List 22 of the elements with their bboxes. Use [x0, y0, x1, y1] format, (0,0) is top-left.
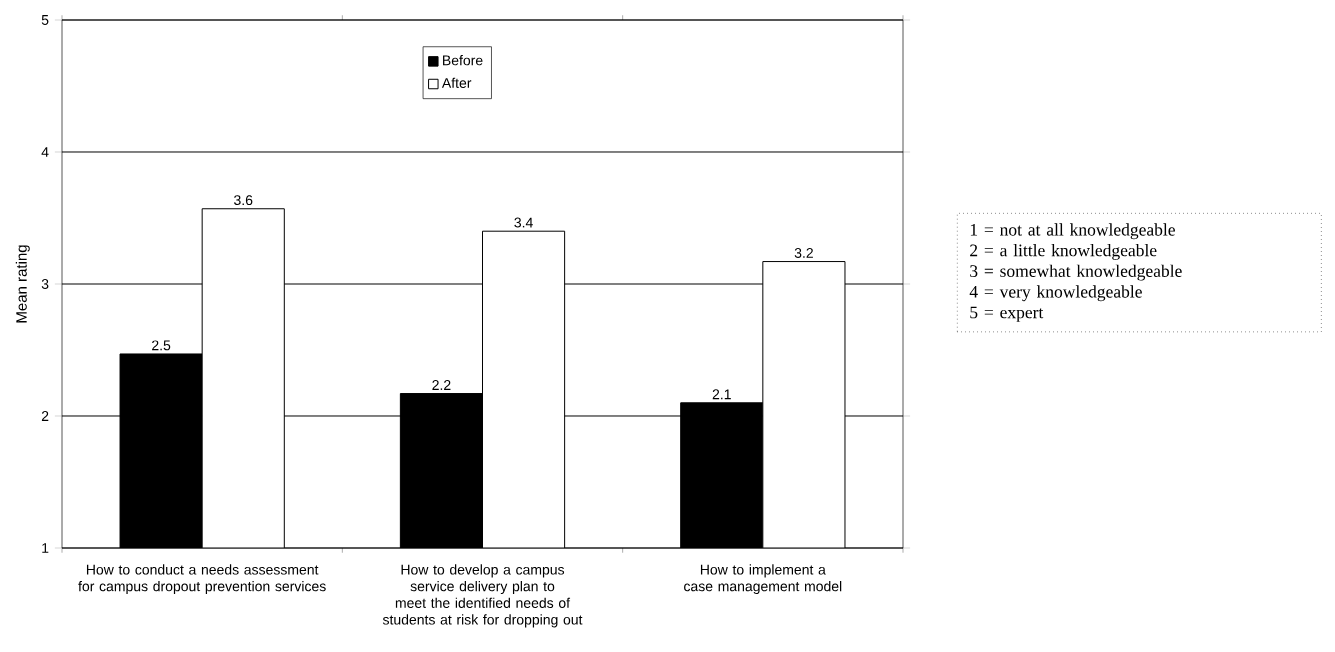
data-label: 2.5: [152, 340, 171, 351]
x-tick-label: How to develop a campus service delivery plan to meet the identified needs of students at risk for dropping out: [382, 564, 583, 628]
y-tick-label: 5: [41, 15, 49, 25]
text: 5 = expert: [970, 306, 1044, 322]
data-label: 2.2: [432, 380, 451, 390]
legend-label: Before: [443, 55, 483, 66]
text: 2 = a little knowledgeable: [970, 244, 1157, 260]
y-axis-title: Mean rating: [15, 245, 30, 323]
y-tick-label: 1: [42, 543, 49, 553]
x-tick-label: How to implement a case management model: [684, 564, 842, 595]
legend-label: After: [441, 77, 472, 88]
data-label: 3.6: [234, 195, 253, 206]
x-tick-label: How to conduct a needs assessment for campus dropout prevention services: [78, 564, 326, 595]
text: 4 = very knowledgeable: [969, 285, 1142, 302]
data-label: 3.2: [794, 247, 813, 258]
data-label: 3.4: [514, 217, 533, 228]
y-tick-label: 4: [41, 147, 49, 157]
y-tick-label: 3: [41, 279, 49, 289]
y-tick-label: 2: [41, 411, 49, 421]
text: 1 = not at all knowledgeable: [970, 223, 1175, 240]
data-label: 2.1: [712, 389, 731, 400]
text: 3 = somewhat knowledgeable: [970, 264, 1182, 281]
